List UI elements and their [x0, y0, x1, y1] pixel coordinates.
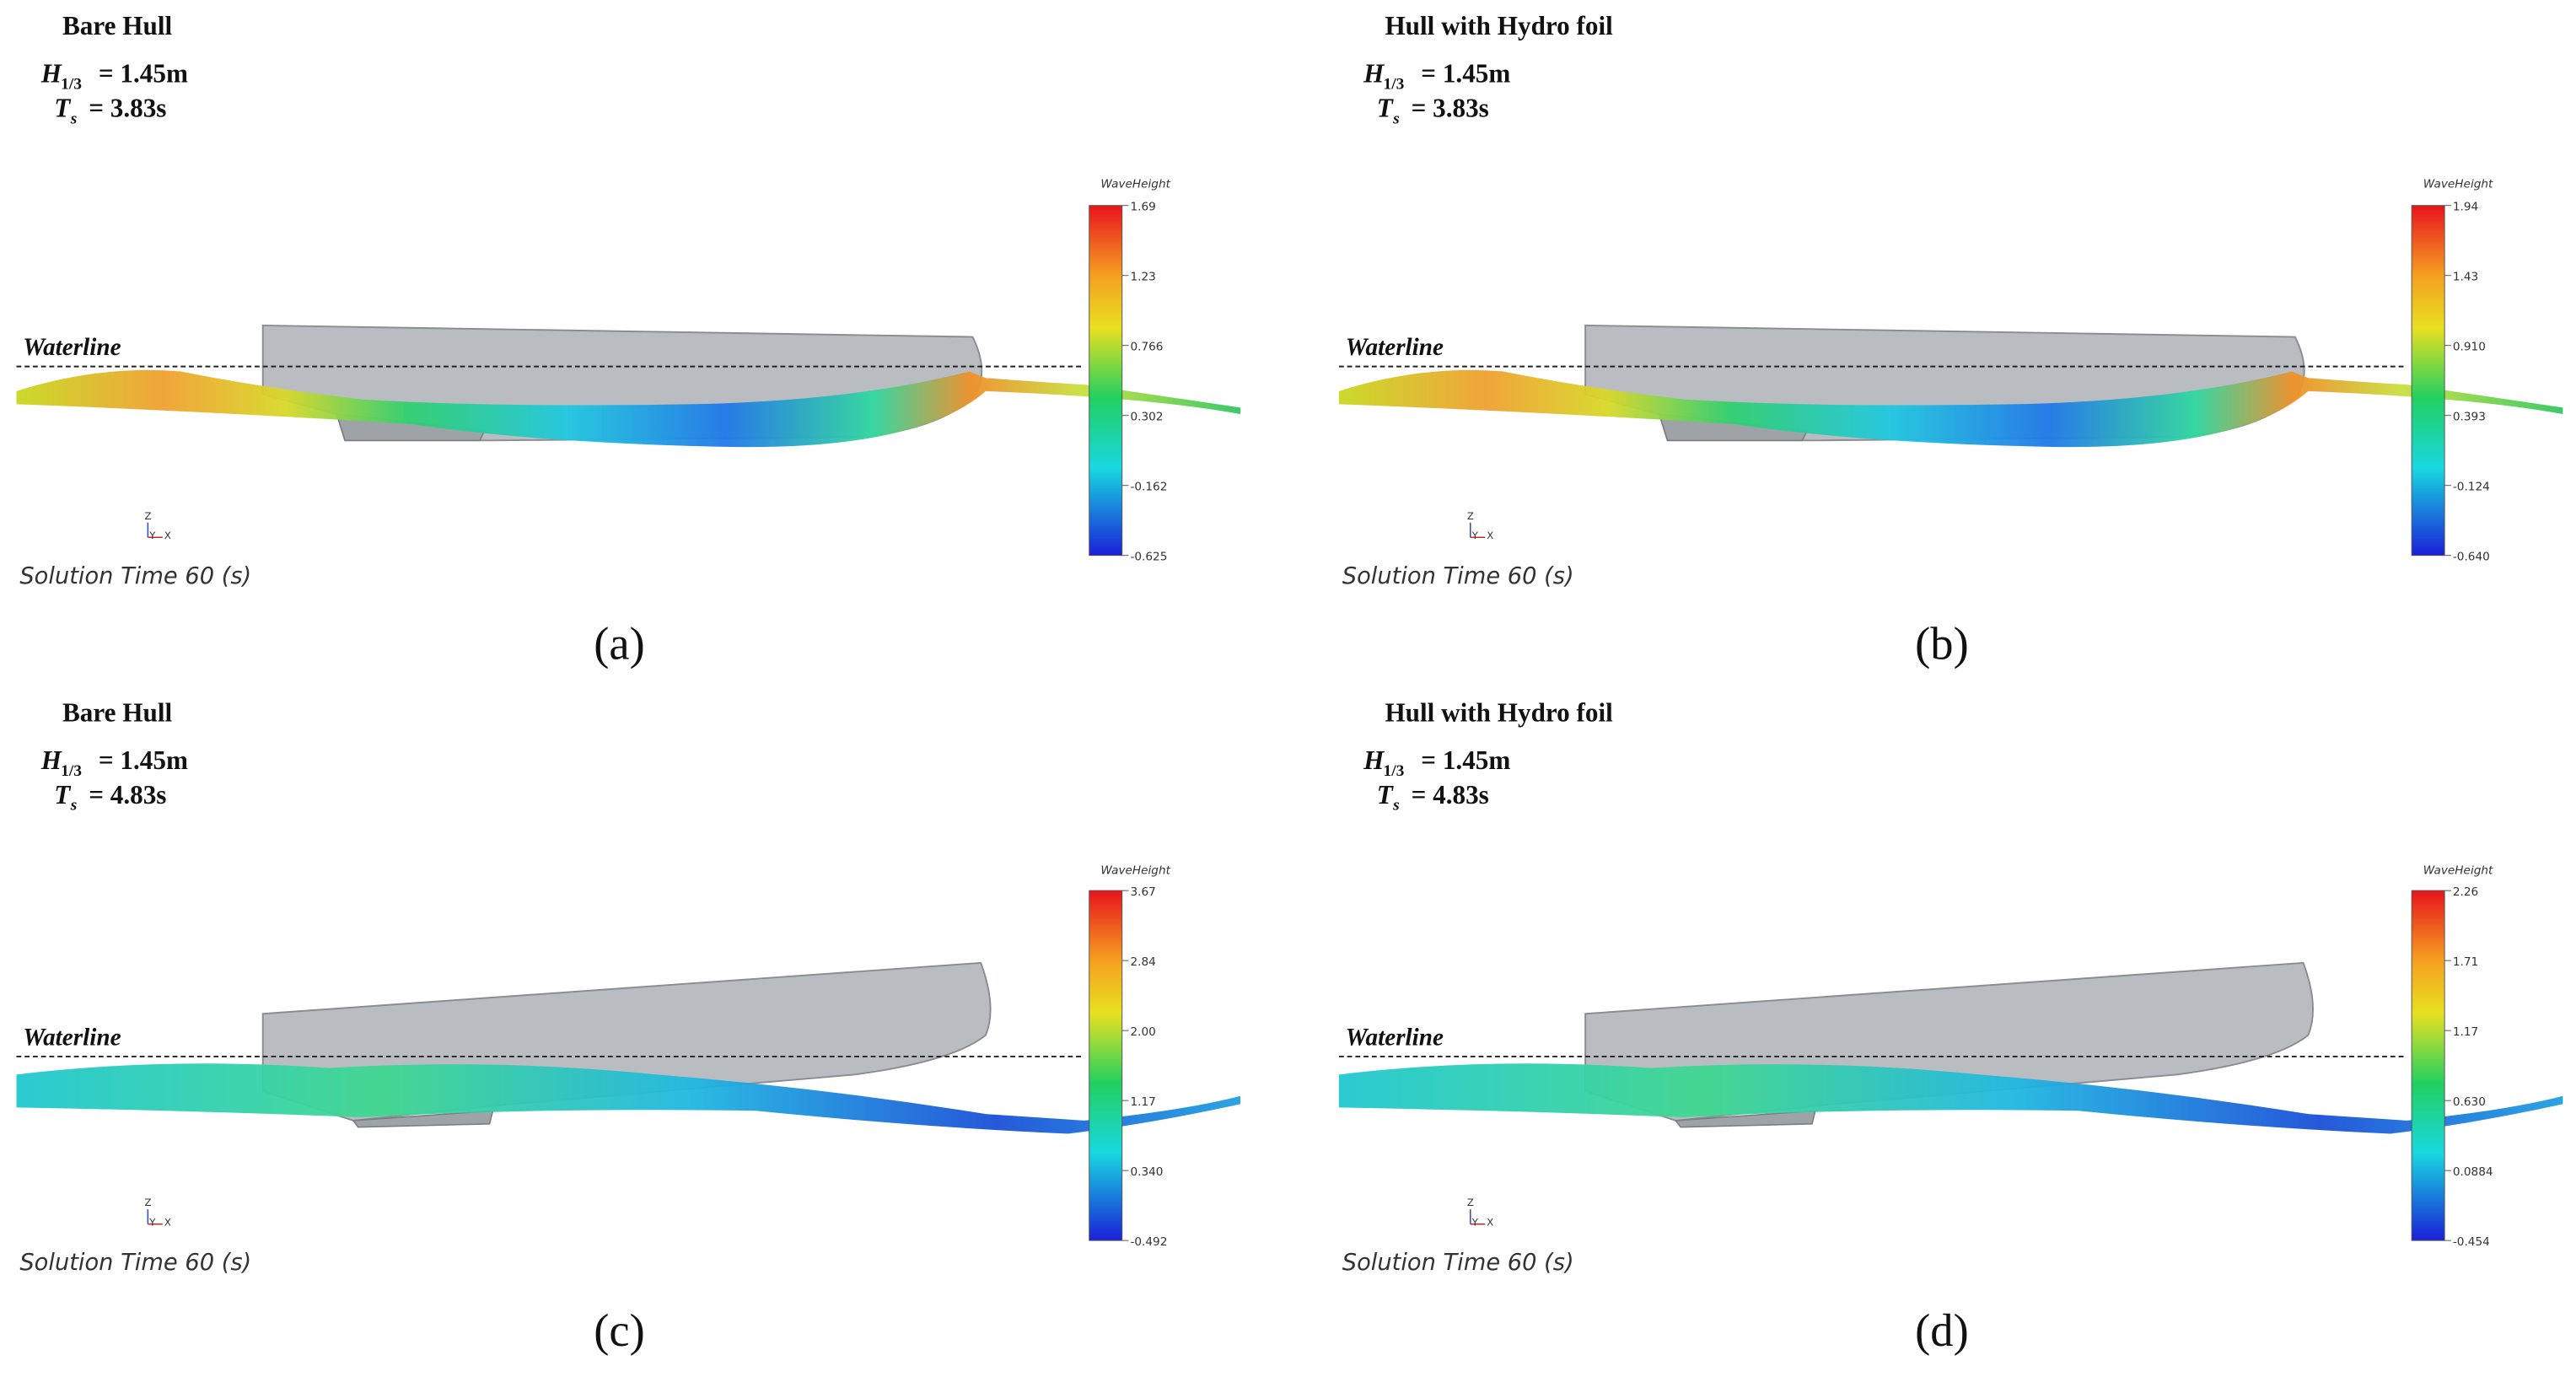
- colorbar-tick-label: -0.640: [2453, 551, 2490, 564]
- hull-keel: [1674, 1110, 1816, 1128]
- panel-title: Bare Hull: [62, 697, 172, 727]
- axis-label: Y: [148, 1217, 156, 1229]
- axis-label: Y: [1471, 1217, 1479, 1229]
- colorbar-tick-label: 0.0884: [2453, 1165, 2493, 1179]
- h-symbol: H: [40, 59, 63, 89]
- axis-label: Y: [1471, 530, 1479, 541]
- t-subscript: s: [1392, 110, 1400, 127]
- panel-title: Bare Hull: [62, 11, 172, 40]
- axis-label: X: [1487, 530, 1493, 541]
- solution-time: Solution Time 60 (s): [1342, 1250, 1574, 1276]
- solution-time: Solution Time 60 (s): [1342, 563, 1574, 589]
- waterline-label: Waterline: [1346, 1024, 1444, 1051]
- t-symbol: T: [1377, 780, 1395, 810]
- colorbar-tick-label: 0.766: [1130, 341, 1163, 354]
- colorbar-tick-label: 2.00: [1130, 1025, 1155, 1039]
- colorbar-tick-label: -0.492: [1130, 1235, 1167, 1249]
- colorbar: [2411, 890, 2445, 1241]
- water-surface: [1338, 369, 2563, 448]
- solution-time: Solution Time 60 (s): [19, 563, 251, 589]
- colorbar-tick-label: 2.84: [1130, 955, 1155, 969]
- colorbar-tick-label: -0.454: [2453, 1235, 2490, 1249]
- legend-title: WaveHeight: [2423, 864, 2493, 878]
- colorbar-tick-label: 0.630: [2453, 1095, 2486, 1109]
- axis-label: Y: [148, 530, 156, 541]
- colorbar: [1089, 205, 1123, 557]
- colorbar-tick-label: 3.67: [1130, 885, 1155, 899]
- legend-title: WaveHeight: [1100, 177, 1170, 191]
- panel-label: (a): [594, 617, 645, 669]
- axis-label: Z: [1467, 1197, 1474, 1208]
- t-symbol: T: [54, 93, 72, 122]
- panel-label: (d): [1915, 1304, 1969, 1356]
- waterline-label: Waterline: [1346, 334, 1444, 361]
- water-surface: [1338, 1063, 2563, 1134]
- colorbar-tick-label: -0.625: [1130, 551, 1167, 564]
- h-symbol: H: [1363, 745, 1385, 775]
- h-subscript: 1/3: [1384, 75, 1405, 93]
- axis-label: X: [164, 530, 171, 541]
- colorbar-tick-label: 2.26: [2453, 885, 2478, 899]
- h-value: = 1.45m: [1421, 745, 1510, 775]
- colorbar-tick-label: 1.17: [2453, 1025, 2478, 1039]
- colorbar-tick-label: -0.162: [1130, 481, 1167, 494]
- colorbar-tick-label: 1.17: [1130, 1095, 1155, 1109]
- colorbar-tick-label: 0.393: [2453, 411, 2486, 424]
- solution-time: Solution Time 60 (s): [19, 1250, 251, 1276]
- t-subscript: s: [70, 797, 78, 815]
- colorbar: [2411, 205, 2445, 557]
- legend-title: WaveHeight: [2423, 177, 2493, 191]
- colorbar-tick-label: -0.124: [2453, 481, 2490, 494]
- t-value: = 4.83s: [1412, 780, 1489, 810]
- colorbar-tick-label: 1.43: [2453, 271, 2478, 284]
- h-value: = 1.45m: [99, 745, 188, 775]
- t-symbol: T: [54, 780, 72, 810]
- axis-label: Z: [144, 1197, 151, 1208]
- hull-keel: [352, 1110, 494, 1128]
- colorbar-tick-label: 0.340: [1130, 1165, 1163, 1179]
- axis-label: X: [1487, 1217, 1493, 1229]
- h-symbol: H: [1363, 59, 1385, 89]
- colorbar-tick-label: 1.71: [2453, 955, 2478, 969]
- t-value: = 3.83s: [1412, 93, 1489, 122]
- panel-title: Hull with Hydro foil: [1385, 11, 1613, 40]
- colorbar-tick-label: 1.23: [1130, 271, 1155, 284]
- colorbar-tick-label: 1.94: [2453, 201, 2478, 214]
- water-surface: [16, 1063, 1240, 1134]
- panel-label: (c): [594, 1304, 645, 1356]
- t-subscript: s: [1392, 797, 1400, 815]
- panel-label: (b): [1915, 617, 1969, 669]
- waterline-label: Waterline: [23, 1024, 121, 1051]
- h-subscript: 1/3: [61, 75, 82, 93]
- waterline-label: Waterline: [23, 334, 121, 361]
- panel: Waterline Bare Hull H 1/3 = 1.45m T s = 3.83s Wa…: [16, 11, 1240, 669]
- axis-label: Z: [144, 510, 151, 522]
- axis-label: Z: [1467, 510, 1474, 522]
- h-subscript: 1/3: [61, 762, 82, 780]
- t-subscript: s: [70, 110, 78, 127]
- colorbar-tick-label: 1.69: [1130, 201, 1155, 214]
- h-value: = 1.45m: [99, 59, 188, 89]
- colorbar-tick-label: 0.910: [2453, 341, 2486, 354]
- colorbar-tick-label: 0.302: [1130, 411, 1163, 424]
- t-value: = 4.83s: [89, 780, 166, 810]
- h-symbol: H: [40, 745, 63, 775]
- h-value: = 1.45m: [1421, 59, 1510, 89]
- panel-title: Hull with Hydro foil: [1385, 697, 1613, 727]
- legend-title: WaveHeight: [1100, 864, 1170, 878]
- axis-label: X: [164, 1217, 171, 1229]
- t-symbol: T: [1377, 93, 1395, 122]
- panel: Waterline Bare Hull H 1/3 = 1.45m T s = 4.83s Wa…: [16, 697, 1240, 1356]
- h-subscript: 1/3: [1384, 762, 1405, 780]
- water-surface: [16, 369, 1240, 448]
- t-value: = 3.83s: [89, 93, 166, 122]
- colorbar: [1089, 890, 1123, 1241]
